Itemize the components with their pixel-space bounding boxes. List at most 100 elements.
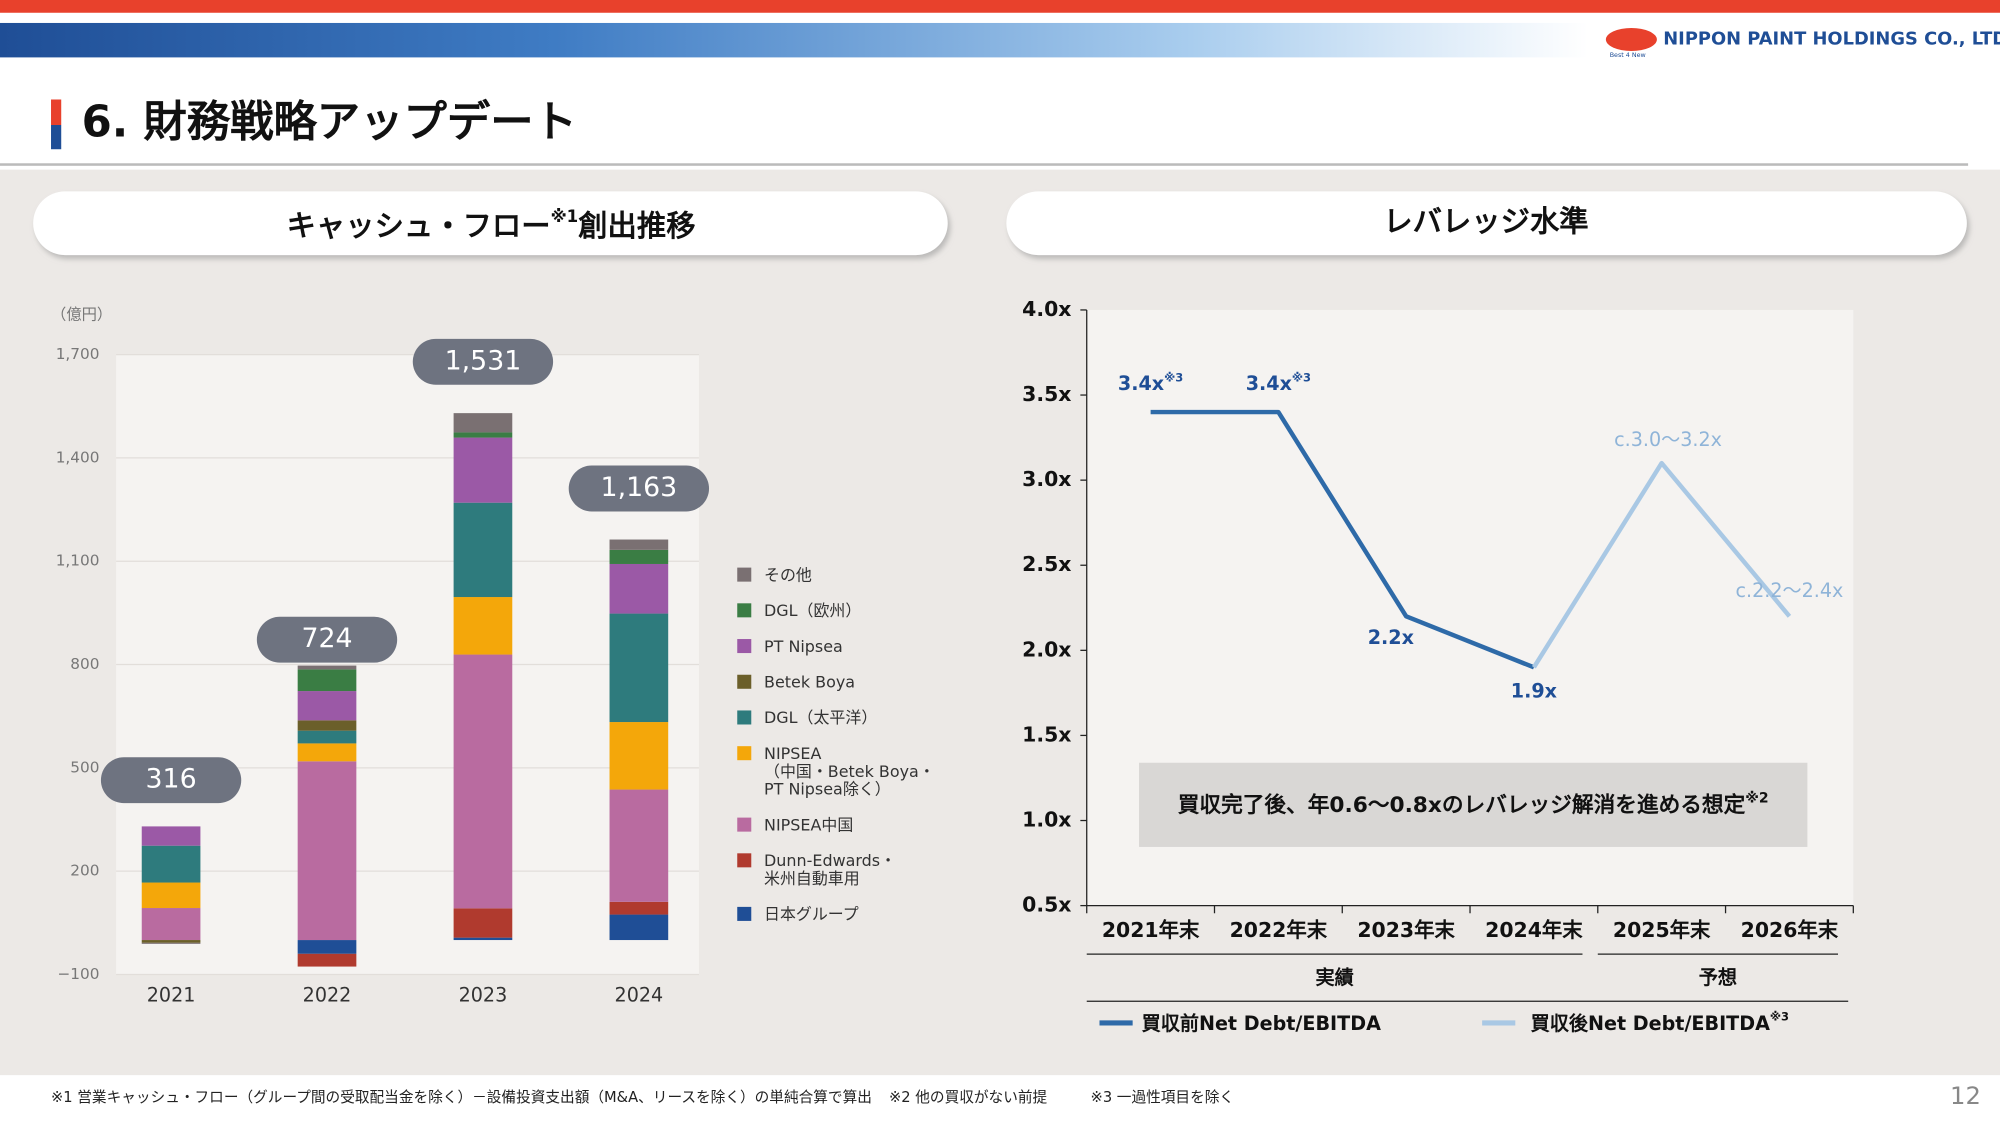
- bar-segment: [297, 669, 357, 692]
- legend-swatch: [737, 603, 752, 618]
- value-label-note: ※3: [1292, 370, 1311, 384]
- y-tick-label: 1,100: [56, 552, 100, 570]
- value-label-text: 1.9x: [1511, 679, 1558, 702]
- legend-text: 買収前Net Debt/EBITDA: [1142, 1012, 1381, 1035]
- bar-segment: [453, 654, 513, 909]
- x-tick-label: 2024: [615, 984, 664, 1007]
- bar-segment: [297, 665, 357, 670]
- bar-segment: [453, 413, 513, 433]
- bar-segment: [453, 437, 513, 503]
- title-part: 創出推移: [578, 209, 695, 243]
- total-pill: [412, 338, 554, 385]
- header-band: [0, 22, 1589, 58]
- bar-segment: [297, 940, 357, 954]
- bar-segment: [141, 942, 201, 944]
- y-tick-label: 1,400: [56, 448, 100, 466]
- legend-swatch: [737, 906, 752, 921]
- footnote: ※3 一過性項目を除く: [1091, 1089, 1235, 1106]
- value-label-text: 3.4x: [1246, 372, 1293, 395]
- value-label-text: c.3.0～3.2x: [1614, 428, 1722, 451]
- x-tick-label: 2024年末: [1485, 918, 1583, 942]
- annotation-box: [1139, 762, 1808, 847]
- bar-segment: [141, 908, 201, 941]
- legend-label: NIPSEA中国: [764, 815, 854, 835]
- value-label: 3.4x※3: [1246, 370, 1311, 394]
- bar-segment: [141, 940, 201, 943]
- legend-label: 買収前Net Debt/EBITDA: [1142, 1012, 1381, 1035]
- title-part: キャッシュ・フロー: [287, 209, 551, 243]
- bar-segment: [297, 691, 357, 721]
- total-pill: [256, 616, 398, 663]
- x-tick-label: 2025年末: [1613, 918, 1711, 942]
- footer-bg: [0, 1075, 2000, 1125]
- page-title: 6. 財務戦略アップデート: [82, 97, 577, 147]
- value-label: 2.2x: [1368, 625, 1415, 648]
- x-tick-label: 2021年末: [1102, 918, 1200, 942]
- title-note: ※1: [551, 206, 579, 225]
- title-rule: [0, 163, 1969, 166]
- x-tick-label: 2023年末: [1357, 918, 1455, 942]
- x-tick-label: 2023: [459, 984, 508, 1007]
- bar-segment: [609, 901, 669, 915]
- total-label: 1,163: [601, 472, 678, 503]
- value-label: 1.9x: [1511, 679, 1558, 702]
- legend-label: Betek Boya: [764, 672, 856, 692]
- bar-segment: [609, 563, 669, 614]
- bar-segment: [609, 549, 669, 564]
- legend-label: PT Nipsea: [764, 636, 843, 656]
- annotation-note: ※2: [1745, 790, 1768, 806]
- title-marker: [51, 99, 62, 125]
- line-series: [1150, 409, 1535, 670]
- legend-text: 買収後Net Debt/EBITDA: [1531, 1012, 1770, 1035]
- y-tick-label: 0.5x: [1022, 893, 1071, 917]
- bar-segment: [609, 539, 669, 550]
- bar-segment: [297, 743, 357, 762]
- bar-segment: [453, 432, 513, 438]
- annotation: 買収完了後、年0.6～0.8xのレバレッジ解消を進める想定※2: [1178, 790, 1769, 818]
- x-tick-label: 2022年末: [1230, 918, 1328, 942]
- y-tick-label: 1.0x: [1022, 808, 1071, 832]
- legend-swatch: [737, 567, 752, 582]
- legend-label: 日本グループ: [764, 904, 859, 924]
- legend-label: その他: [764, 565, 812, 585]
- logo-text: NIPPON PAINT HOLDINGS CO., LTD.: [1663, 29, 2000, 50]
- legend-label: DGL（欧州）: [764, 600, 862, 620]
- value-label-text: c.2.2～2.4x: [1735, 578, 1843, 601]
- x-tick-label: 2022: [303, 984, 352, 1007]
- y-tick-label: 800: [70, 655, 99, 673]
- panel-header: [1006, 191, 1967, 256]
- unit-label: （億円）: [51, 306, 112, 324]
- annotation-text: 買収完了後、年0.6～0.8xのレバレッジ解消を進める想定: [1178, 792, 1746, 818]
- bar-segment: [453, 597, 513, 655]
- value-label-note: ※3: [1164, 370, 1183, 384]
- bar-segment: [141, 826, 201, 846]
- legend-label: 買収後Net Debt/EBITDA※3: [1531, 1009, 1789, 1035]
- legend-label: DGL（太平洋）: [764, 707, 878, 728]
- y-tick-label: 2.5x: [1022, 552, 1071, 576]
- x-tick-label: 2021: [147, 984, 196, 1007]
- bar-segment: [453, 908, 513, 938]
- value-label-text: 2.2x: [1368, 625, 1415, 648]
- x-tick-label: 2026年末: [1741, 918, 1839, 942]
- total-label: 724: [301, 623, 352, 654]
- y-tick-label: 1,700: [56, 345, 100, 363]
- footnote: ※1 営業キャッシュ・フロー（グループ間の受取配当金を除く）－設備投資支出額（M…: [51, 1089, 872, 1106]
- page-number: 12: [1950, 1082, 1981, 1110]
- y-tick-label: 3.0x: [1022, 467, 1071, 491]
- chart-title: キャッシュ・フロー※1創出推移: [287, 206, 696, 242]
- legend-swatch: [737, 710, 752, 725]
- bar-segment: [297, 730, 357, 744]
- line-series: [1532, 460, 1792, 669]
- value-label: c.3.0～3.2x: [1614, 428, 1722, 451]
- legend-swatch: [737, 746, 752, 761]
- footnote: ※2 他の買収がない前提: [889, 1089, 1048, 1106]
- y-tick-label: 200: [70, 862, 99, 880]
- legend-label: NIPSEA （中国・Betek Boya・ PT Nipsea除く）: [764, 743, 935, 799]
- bar-segment: [297, 953, 357, 967]
- bar-segment: [453, 937, 513, 941]
- legend-swatch: [737, 639, 752, 654]
- bar-segment: [609, 722, 669, 790]
- bar-segment: [453, 502, 513, 598]
